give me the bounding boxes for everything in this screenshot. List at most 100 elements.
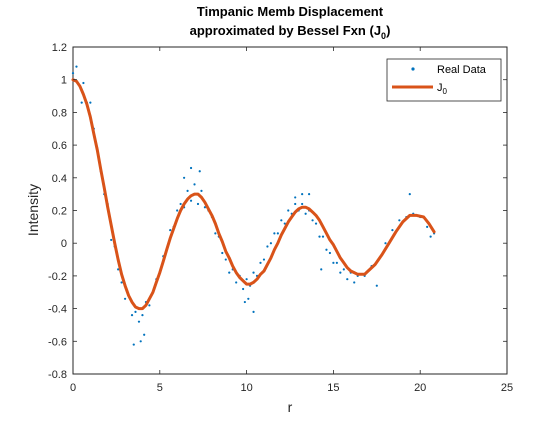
y-tick-label: -0.6 xyxy=(48,336,67,348)
chart-title-line2-sub: 0 xyxy=(381,31,386,41)
real-data-point xyxy=(193,183,196,186)
real-data-point xyxy=(266,245,269,248)
real-data-point xyxy=(276,232,279,235)
real-data-point xyxy=(346,278,349,281)
x-axis-label: r xyxy=(288,399,293,415)
real-data-point xyxy=(189,199,193,202)
real-data-point xyxy=(242,287,245,291)
real-data-point xyxy=(89,101,92,104)
y-tick-label: 0.4 xyxy=(52,173,67,185)
y-tick-label: 0 xyxy=(61,238,67,250)
real-data-point xyxy=(203,206,207,209)
real-data-point xyxy=(375,284,378,287)
real-data-point xyxy=(110,238,113,242)
real-data-point xyxy=(235,281,238,284)
real-data-point xyxy=(301,202,304,206)
x-tick-label: 5 xyxy=(157,382,163,394)
real-data-point xyxy=(71,72,75,75)
real-data-point xyxy=(200,189,203,192)
real-data-point xyxy=(137,320,141,323)
real-data-point xyxy=(130,314,134,317)
y-tick-label: 1 xyxy=(61,75,67,87)
real-data-point xyxy=(143,333,146,336)
y-tick-label: -0.4 xyxy=(48,304,67,316)
chart-title-line2-prefix: approximated by Bessel Fxn (J xyxy=(190,23,381,38)
legend-real-data-marker xyxy=(411,67,415,71)
x-tick-label: 25 xyxy=(501,382,513,394)
real-data-point xyxy=(196,202,200,206)
real-data-point xyxy=(314,222,318,225)
real-data-point xyxy=(426,225,429,228)
real-data-point xyxy=(318,235,321,238)
real-data-point xyxy=(429,235,432,238)
real-data-point xyxy=(179,202,182,206)
x-tick-label: 20 xyxy=(414,382,426,394)
x-tick-label: 10 xyxy=(240,382,252,394)
plot-area xyxy=(72,46,508,375)
real-data-point xyxy=(398,219,401,222)
y-tick-label: -0.8 xyxy=(48,369,67,381)
real-data-point xyxy=(325,248,328,251)
legend-j0-main: J xyxy=(437,82,443,94)
real-data-point xyxy=(335,261,338,264)
real-data-point xyxy=(259,261,262,264)
real-data-point xyxy=(328,251,332,255)
real-data-point xyxy=(294,202,297,206)
real-data-point xyxy=(82,81,85,85)
real-data-point xyxy=(283,222,286,225)
real-data-point xyxy=(408,193,411,196)
real-data-point xyxy=(280,219,283,222)
real-data-point xyxy=(186,189,189,192)
y-tick-label: 0.8 xyxy=(52,107,67,119)
chart-title-line1: Timpanic Memb Displacement xyxy=(197,4,384,19)
real-data-point xyxy=(332,261,335,264)
real-data-point xyxy=(384,242,387,245)
chart-title-line2: approximated by Bessel Fxn (J0) xyxy=(190,23,391,41)
real-data-point xyxy=(252,310,255,313)
y-axis-label: Intensity xyxy=(25,184,41,236)
real-data-point xyxy=(139,340,142,343)
real-data-point xyxy=(391,229,394,232)
y-tick-label: 0.2 xyxy=(52,206,67,218)
real-data-point xyxy=(320,268,323,271)
real-data-point xyxy=(123,297,127,300)
real-data-point xyxy=(247,297,250,300)
real-data-point xyxy=(176,209,179,212)
legend-j0-label: J0 xyxy=(437,82,448,96)
real-data-point xyxy=(353,281,356,284)
real-data-point xyxy=(273,232,276,235)
real-data-point xyxy=(148,304,151,307)
real-data-point xyxy=(198,170,201,173)
axes-layer: 0 5 10 15 20 25-0.8-0.6-0.4-0.200.20.40.60.81… xyxy=(48,42,513,394)
x-tick-label: 15 xyxy=(327,382,339,394)
real-data-point xyxy=(342,268,345,271)
real-data-point xyxy=(189,166,193,170)
real-data-point xyxy=(245,278,248,281)
real-data-point xyxy=(307,193,311,196)
real-data-point xyxy=(262,258,266,261)
real-data-point xyxy=(183,176,186,179)
real-data-point xyxy=(294,196,297,199)
legend: Real Data J0 xyxy=(386,58,502,102)
j0-line xyxy=(71,78,436,311)
real-data-point xyxy=(75,65,78,68)
real-data-point xyxy=(228,271,231,274)
y-tick-label: 0.6 xyxy=(52,140,67,152)
legend-real-data-label: Real Data xyxy=(437,64,487,76)
data-layer xyxy=(71,65,436,346)
real-data-point xyxy=(214,232,217,235)
real-data-point xyxy=(224,258,227,261)
real-data-point xyxy=(169,229,172,232)
real-data-point xyxy=(141,314,144,317)
legend-j0-sub: 0 xyxy=(443,87,448,96)
real-data-point xyxy=(221,251,224,255)
real-data-point xyxy=(339,271,342,274)
real-data-point xyxy=(311,219,314,222)
legend-box xyxy=(386,58,502,102)
real-data-point xyxy=(80,101,83,104)
real-data-point xyxy=(132,343,135,346)
real-data-point xyxy=(252,271,255,274)
real-data-point xyxy=(134,310,137,313)
real-data-point xyxy=(243,300,246,304)
